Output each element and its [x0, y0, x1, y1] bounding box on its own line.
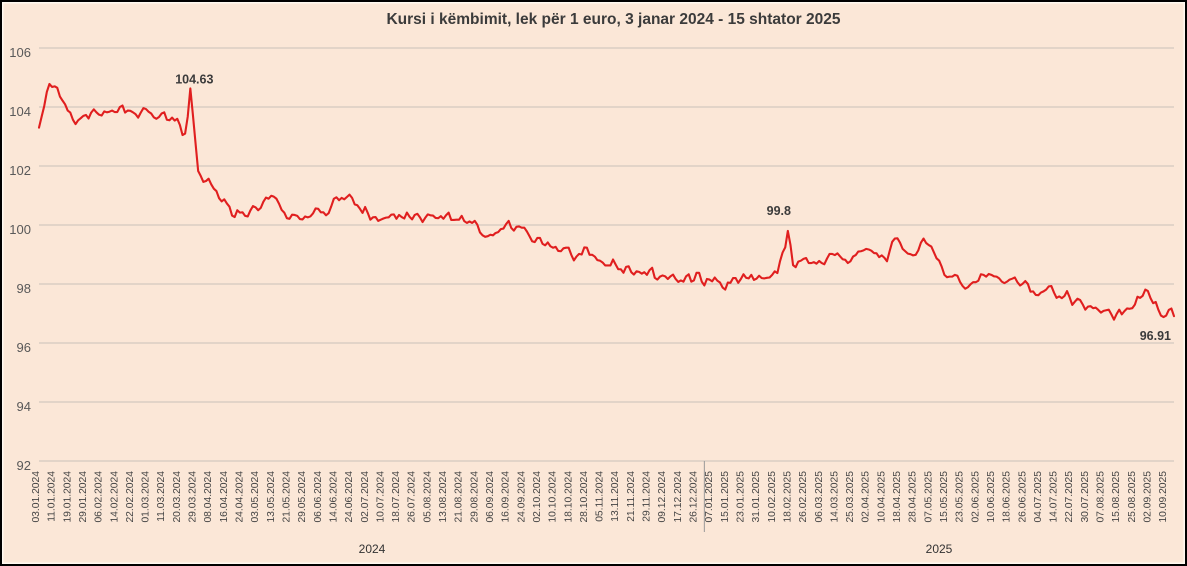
svg-text:29.11.2024: 29.11.2024	[642, 471, 653, 522]
svg-text:17.12.2024: 17.12.2024	[673, 471, 684, 523]
svg-text:104: 104	[9, 104, 31, 119]
svg-text:06.03.2025: 06.03.2025	[814, 471, 825, 523]
svg-text:06.06.2024: 06.06.2024	[313, 471, 324, 523]
svg-text:05.11.2024: 05.11.2024	[595, 471, 606, 522]
svg-text:22.02.2024: 22.02.2024	[125, 471, 136, 523]
svg-text:31.01.2025: 31.01.2025	[751, 471, 762, 523]
svg-text:106: 106	[9, 45, 31, 60]
svg-text:10.07.2024: 10.07.2024	[375, 471, 386, 523]
svg-text:24.09.2024: 24.09.2024	[516, 471, 527, 523]
svg-text:02.09.2025: 02.09.2025	[1143, 471, 1154, 523]
svg-text:04.07.2025: 04.07.2025	[1033, 471, 1044, 523]
svg-text:29.05.2024: 29.05.2024	[297, 471, 308, 523]
svg-text:10.06.2025: 10.06.2025	[986, 471, 997, 523]
svg-text:2025: 2025	[926, 542, 953, 556]
svg-text:26.02.2025: 26.02.2025	[798, 471, 809, 523]
svg-text:13.05.2024: 13.05.2024	[266, 471, 277, 523]
svg-text:09.12.2024: 09.12.2024	[657, 471, 668, 523]
svg-text:96.91: 96.91	[1140, 329, 1171, 343]
svg-text:21.05.2024: 21.05.2024	[281, 471, 292, 523]
svg-text:07.05.2025: 07.05.2025	[923, 471, 934, 523]
svg-text:21.11.2024: 21.11.2024	[626, 471, 637, 522]
svg-text:30.07.2025: 30.07.2025	[1080, 471, 1091, 523]
svg-text:23.05.2025: 23.05.2025	[955, 471, 966, 523]
svg-text:29.08.2024: 29.08.2024	[469, 471, 480, 523]
svg-text:29.01.2024: 29.01.2024	[78, 471, 89, 523]
svg-text:96: 96	[17, 340, 31, 355]
svg-text:100: 100	[9, 222, 31, 237]
svg-text:2024: 2024	[359, 542, 386, 556]
svg-text:10.10.2024: 10.10.2024	[548, 471, 559, 523]
svg-text:16.09.2024: 16.09.2024	[501, 471, 512, 523]
svg-text:11.03.2024: 11.03.2024	[156, 471, 167, 522]
svg-text:18.04.2025: 18.04.2025	[892, 471, 903, 523]
svg-text:13.08.2024: 13.08.2024	[438, 471, 449, 523]
svg-text:98: 98	[17, 281, 31, 296]
svg-text:07.08.2025: 07.08.2025	[1096, 471, 1107, 523]
svg-text:104.63: 104.63	[175, 72, 213, 86]
svg-text:08.04.2024: 08.04.2024	[203, 471, 214, 523]
svg-text:19.01.2024: 19.01.2024	[62, 471, 73, 523]
svg-text:15.01.2025: 15.01.2025	[720, 471, 731, 523]
svg-text:20.03.2024: 20.03.2024	[172, 471, 183, 523]
svg-text:18.10.2024: 18.10.2024	[563, 471, 574, 523]
svg-text:28.04.2025: 28.04.2025	[908, 471, 919, 523]
svg-text:102: 102	[9, 163, 31, 178]
svg-text:02.10.2024: 02.10.2024	[532, 471, 543, 523]
svg-text:25.03.2025: 25.03.2025	[845, 471, 856, 523]
svg-text:26.06.2025: 26.06.2025	[1017, 471, 1028, 523]
svg-text:94: 94	[17, 399, 31, 414]
svg-text:14.02.2024: 14.02.2024	[109, 471, 120, 523]
svg-text:14.06.2024: 14.06.2024	[328, 471, 339, 523]
svg-text:99.8: 99.8	[767, 204, 791, 218]
svg-text:02.06.2025: 02.06.2025	[970, 471, 981, 523]
svg-text:03.01.2024: 03.01.2024	[31, 471, 42, 523]
svg-text:10.02.2025: 10.02.2025	[767, 471, 778, 523]
svg-text:15.08.2025: 15.08.2025	[1111, 471, 1122, 523]
svg-text:07.01.2025: 07.01.2025	[704, 471, 715, 523]
svg-text:24.06.2024: 24.06.2024	[344, 471, 355, 523]
svg-text:03.05.2024: 03.05.2024	[250, 471, 261, 523]
svg-text:16.04.2024: 16.04.2024	[219, 471, 230, 523]
svg-text:18.02.2025: 18.02.2025	[782, 471, 793, 523]
svg-text:01.03.2024: 01.03.2024	[141, 471, 152, 523]
svg-text:10.04.2025: 10.04.2025	[876, 471, 887, 523]
svg-text:23.01.2025: 23.01.2025	[735, 471, 746, 523]
svg-text:06.02.2024: 06.02.2024	[94, 471, 105, 523]
svg-text:11.01.2024: 11.01.2024	[47, 471, 58, 522]
svg-text:26.12.2024: 26.12.2024	[689, 471, 700, 523]
svg-text:28.10.2024: 28.10.2024	[579, 471, 590, 523]
svg-text:10.09.2025: 10.09.2025	[1158, 471, 1169, 523]
svg-text:92: 92	[17, 458, 31, 473]
svg-text:02.07.2024: 02.07.2024	[360, 471, 371, 523]
svg-text:18.06.2025: 18.06.2025	[1002, 471, 1013, 523]
svg-text:06.09.2024: 06.09.2024	[485, 471, 496, 523]
svg-text:21.08.2024: 21.08.2024	[454, 471, 465, 523]
svg-text:25.08.2025: 25.08.2025	[1127, 471, 1138, 523]
svg-text:22.07.2025: 22.07.2025	[1064, 471, 1075, 523]
svg-text:05.08.2024: 05.08.2024	[422, 471, 433, 523]
svg-text:29.03.2024: 29.03.2024	[188, 471, 199, 523]
svg-text:15.05.2025: 15.05.2025	[939, 471, 950, 523]
svg-text:26.07.2024: 26.07.2024	[407, 471, 418, 523]
svg-text:24.04.2024: 24.04.2024	[235, 471, 246, 523]
svg-text:18.07.2024: 18.07.2024	[391, 471, 402, 523]
svg-text:14.03.2025: 14.03.2025	[829, 471, 840, 523]
svg-text:13.11.2024: 13.11.2024	[610, 471, 621, 522]
svg-text:14.07.2025: 14.07.2025	[1049, 471, 1060, 523]
svg-text:02.04.2025: 02.04.2025	[861, 471, 872, 523]
